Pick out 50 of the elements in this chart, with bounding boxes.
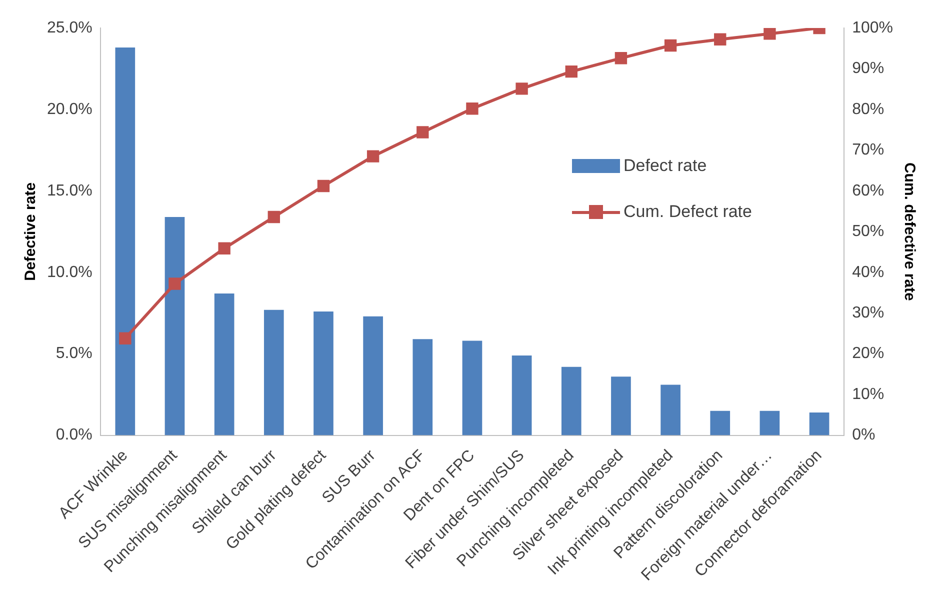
y-tick-label: 0.0%	[56, 426, 92, 444]
bar	[363, 316, 383, 436]
legend-label: Cum. Defect rate	[624, 202, 752, 222]
bar	[561, 366, 582, 436]
point	[516, 82, 528, 95]
legend-label: Defect rate	[624, 156, 707, 176]
y2-tick-label: 10%	[852, 386, 884, 403]
point	[317, 180, 330, 192]
y-tick-label: 10.0%	[46, 264, 92, 281]
y-tick-label: 5.0%	[56, 345, 92, 362]
point	[764, 28, 776, 40]
point	[168, 278, 181, 290]
point	[565, 65, 578, 78]
y2-tick-label: 30%	[852, 304, 884, 322]
point	[366, 150, 380, 162]
y2-axis-title: Cum. defective rate	[900, 162, 918, 301]
bar	[512, 355, 532, 436]
bar	[412, 339, 433, 436]
point	[664, 39, 677, 52]
y-tick-label: 15.0%	[46, 182, 92, 200]
y2-tick-label: 80%	[852, 100, 884, 118]
bar	[264, 310, 284, 436]
bar	[611, 376, 631, 436]
y2-tick-label: 50%	[852, 223, 884, 240]
bar	[760, 410, 780, 436]
bar	[164, 216, 185, 436]
bar	[710, 410, 730, 436]
y2-tick-label: 70%	[852, 142, 884, 159]
point	[218, 242, 230, 254]
bar	[314, 311, 334, 436]
y2-tick-label: 0%	[852, 426, 876, 444]
point	[416, 126, 429, 138]
point	[466, 102, 478, 115]
point	[268, 210, 280, 224]
y-tick-label: 20.0%	[46, 100, 92, 118]
y2-tick-label: 60%	[852, 182, 884, 200]
point	[714, 33, 726, 46]
bar	[115, 48, 136, 436]
y2-tick-label: 100%	[852, 19, 893, 36]
bar	[214, 294, 234, 436]
bar	[660, 384, 680, 436]
y2-tick-label: 90%	[852, 60, 884, 78]
bar	[462, 340, 482, 436]
bar	[809, 412, 830, 436]
point	[614, 52, 628, 64]
y-axis-title: Defective rate	[22, 182, 40, 281]
y-tick-label: 25.0%	[46, 19, 92, 36]
point	[119, 332, 132, 344]
y2-tick-label: 20%	[852, 345, 884, 362]
y2-tick-label: 40%	[852, 264, 884, 281]
